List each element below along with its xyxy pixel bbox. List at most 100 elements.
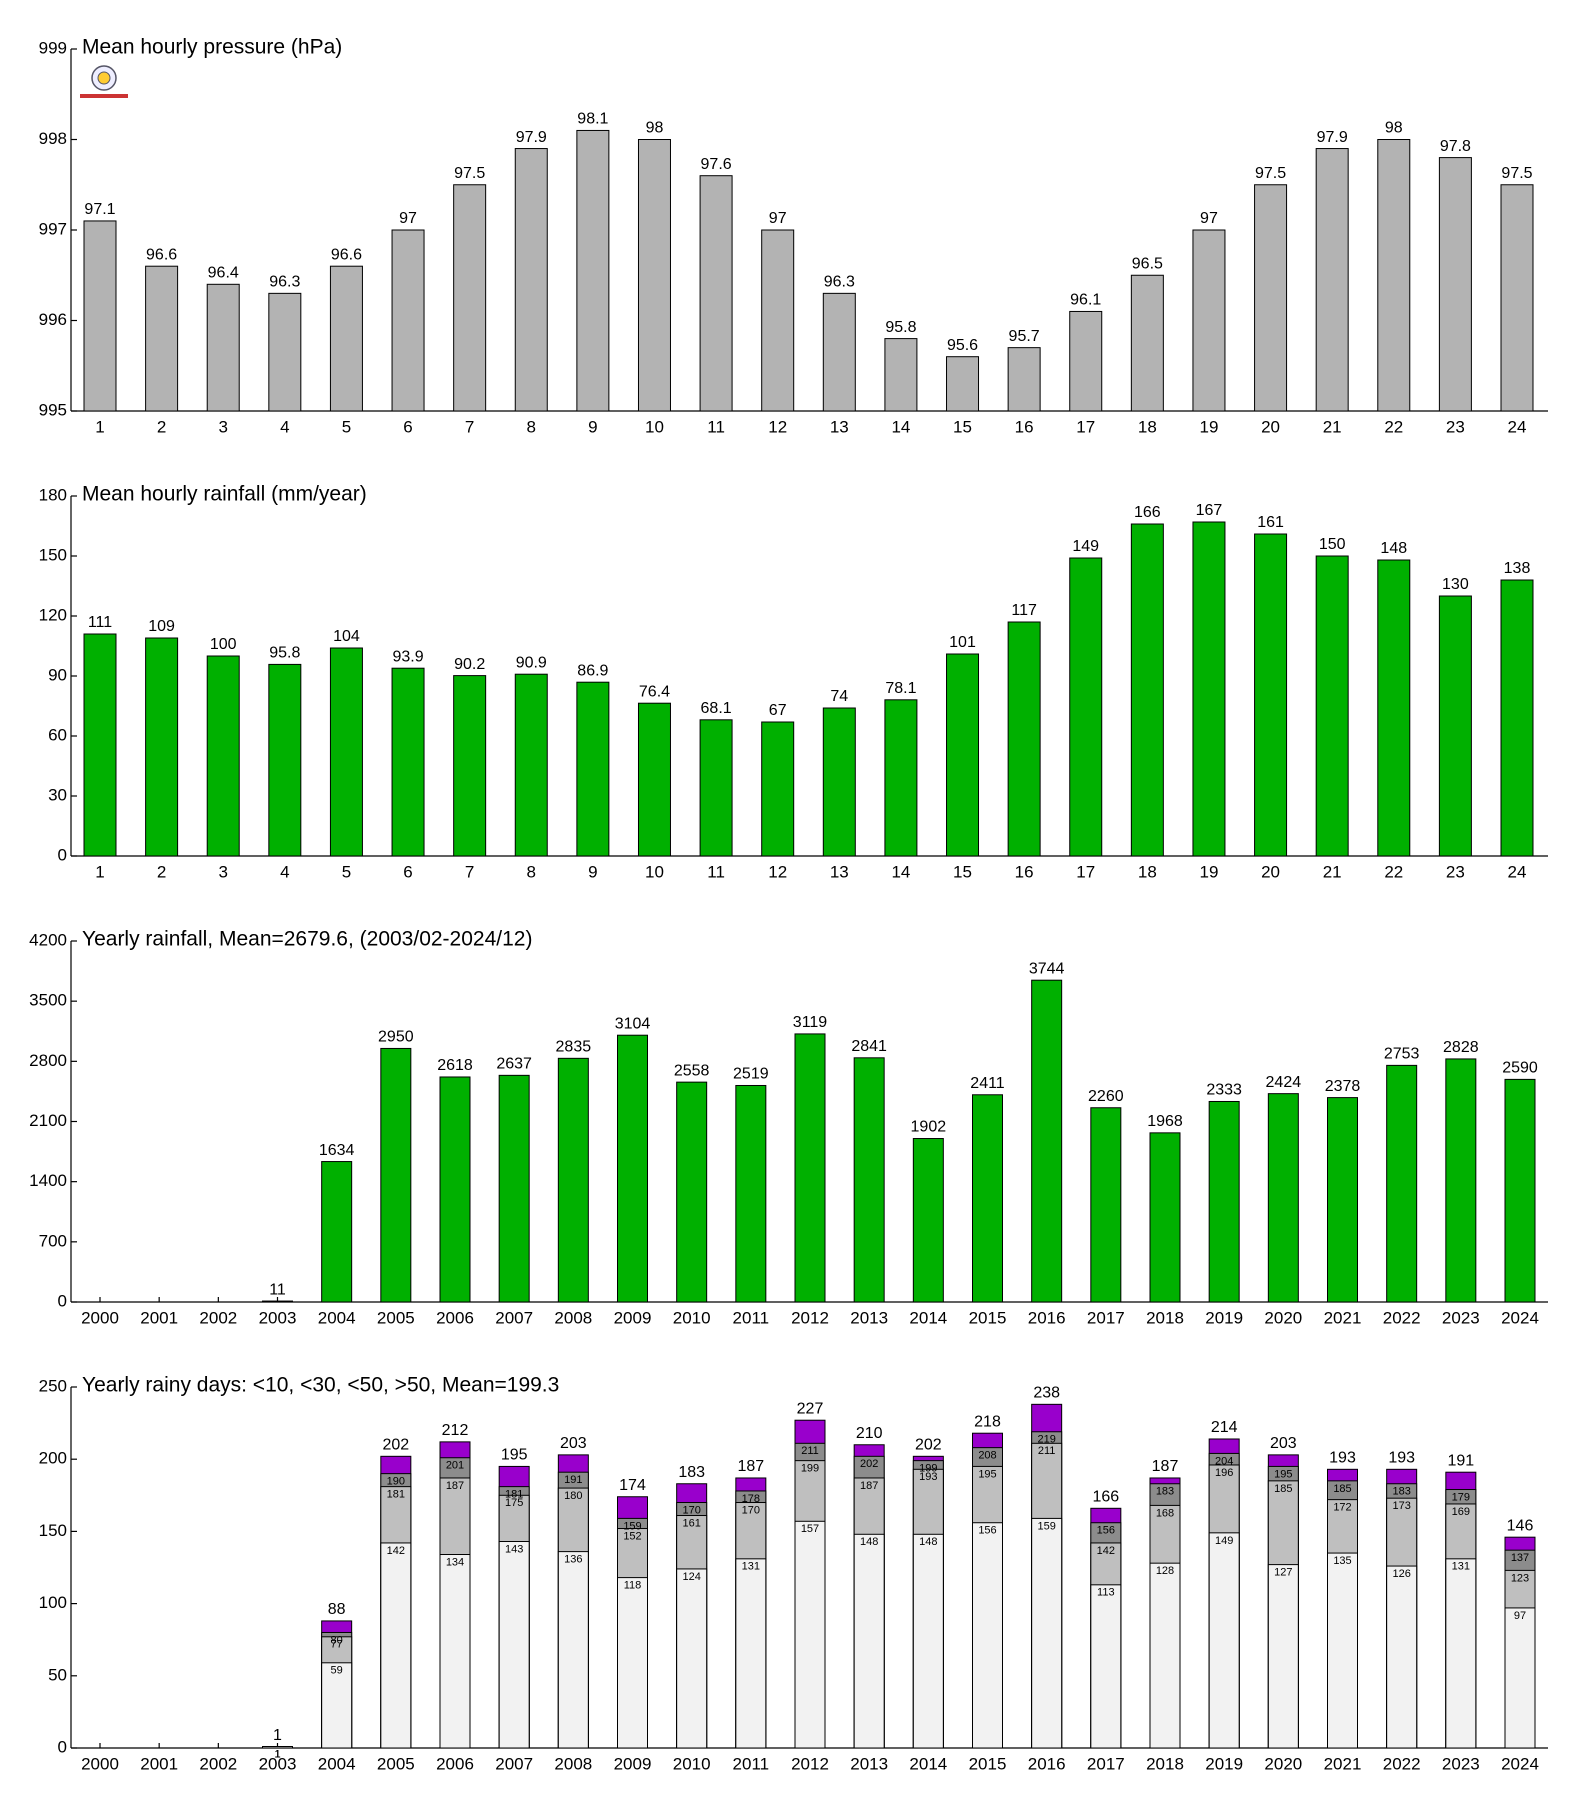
value-label: 96.5 (1132, 255, 1163, 272)
x-tick-label: 2003 (259, 1308, 297, 1327)
value-label: 183 (1156, 1486, 1174, 1498)
value-label: 131 (742, 1561, 760, 1573)
x-tick-label: 9 (588, 417, 597, 436)
bar (617, 1034, 648, 1303)
value-label: 166 (1134, 504, 1161, 521)
value-label: 204 (1215, 1455, 1233, 1467)
value-label: 96.6 (331, 246, 362, 263)
bar (822, 707, 856, 857)
y-tick-label: 30 (48, 785, 67, 804)
bar (453, 184, 487, 412)
x-tick-label: 21 (1323, 862, 1342, 881)
x-tick-label: 2011 (733, 1754, 770, 1773)
value-label: 146 (1507, 1517, 1534, 1534)
bar (321, 1662, 353, 1749)
y-tick-label: 996 (39, 310, 67, 329)
bar (822, 292, 856, 412)
value-label: 185 (1274, 1483, 1292, 1495)
value-label: 96.1 (1070, 292, 1101, 309)
value-label: 2424 (1266, 1074, 1302, 1091)
value-label: 95.8 (885, 319, 916, 336)
bar (439, 1076, 471, 1303)
logo (80, 65, 128, 98)
value-label: 175 (505, 1497, 523, 1509)
value-label: 191 (1447, 1452, 1474, 1469)
x-tick-label: 2006 (436, 1754, 474, 1773)
bar (514, 148, 548, 412)
value-label: 150 (1319, 536, 1346, 553)
bar (884, 699, 918, 857)
value-label: 98.1 (577, 111, 608, 128)
bar (83, 220, 117, 412)
x-tick-label: 1 (95, 862, 104, 881)
value-label: 136 (564, 1554, 582, 1566)
value-label: 3104 (615, 1015, 651, 1032)
value-label: 2590 (1502, 1060, 1538, 1077)
x-tick-label: 22 (1384, 417, 1403, 436)
x-tick-label: 15 (953, 417, 972, 436)
value-label: 128 (1156, 1565, 1174, 1577)
value-label: 95.7 (1009, 328, 1040, 345)
value-label: 104 (333, 628, 360, 645)
x-tick-label: 2001 (140, 1308, 178, 1327)
bar (1007, 347, 1041, 412)
value-label: 170 (742, 1504, 760, 1516)
bar (1315, 148, 1349, 412)
x-tick-label: 19 (1199, 862, 1218, 881)
value-label: 131 (1452, 1561, 1470, 1573)
bar (1254, 184, 1288, 412)
value-label: 161 (682, 1517, 700, 1529)
bar (268, 292, 302, 412)
bar (380, 1542, 412, 1749)
value-label: 156 (978, 1525, 996, 1537)
value-label: 202 (860, 1458, 878, 1470)
value-label: 95.8 (269, 645, 300, 662)
value-label: 219 (1037, 1434, 1055, 1446)
value-label: 2558 (674, 1062, 710, 1079)
x-tick-label: 2024 (1501, 1308, 1539, 1327)
x-tick-label: 13 (830, 862, 849, 881)
value-label: 143 (505, 1543, 523, 1555)
value-label: 187 (860, 1480, 878, 1492)
x-tick-label: 17 (1076, 862, 1095, 881)
y-tick-label: 999 (39, 38, 67, 57)
bar (268, 663, 302, 857)
value-label: 1 (274, 1748, 280, 1760)
value-label: 187 (1152, 1458, 1179, 1475)
value-label: 97.1 (84, 201, 115, 218)
y-tick-label: 200 (39, 1449, 67, 1468)
bar (735, 1084, 767, 1303)
x-tick-label: 23 (1446, 862, 1465, 881)
value-label: 86.9 (577, 662, 608, 679)
bar (329, 647, 363, 857)
value-label: 218 (974, 1413, 1001, 1430)
bar (1031, 1517, 1063, 1749)
bar (1208, 1100, 1240, 1303)
value-label: 2333 (1206, 1082, 1242, 1099)
y-tick-label: 997 (39, 219, 67, 238)
x-tick-label: 2014 (909, 1754, 947, 1773)
value-label: 199 (801, 1463, 819, 1475)
value-label: 169 (1452, 1506, 1470, 1518)
x-tick-label: 2014 (909, 1308, 947, 1327)
value-label: 1902 (911, 1119, 947, 1136)
value-label: 185 (1333, 1483, 1351, 1495)
bar (1327, 1097, 1358, 1303)
bar (1254, 533, 1288, 857)
x-tick-label: 2005 (377, 1308, 415, 1327)
bar (1090, 1107, 1122, 1303)
y-tick-label: 0 (58, 1737, 67, 1756)
bar (1130, 523, 1164, 857)
value-label: 212 (442, 1422, 469, 1439)
y-tick-label: 998 (39, 129, 67, 148)
x-tick-label: 11 (707, 862, 725, 881)
x-tick-label: 2008 (554, 1754, 592, 1773)
bar (145, 265, 179, 412)
x-tick-label: 2004 (318, 1308, 356, 1327)
bar (946, 356, 980, 412)
x-tick-label: 15 (953, 862, 972, 881)
bar (380, 1047, 412, 1303)
value-label: 167 (1196, 502, 1223, 519)
x-tick-label: 2024 (1501, 1754, 1539, 1773)
bar (1500, 579, 1534, 857)
